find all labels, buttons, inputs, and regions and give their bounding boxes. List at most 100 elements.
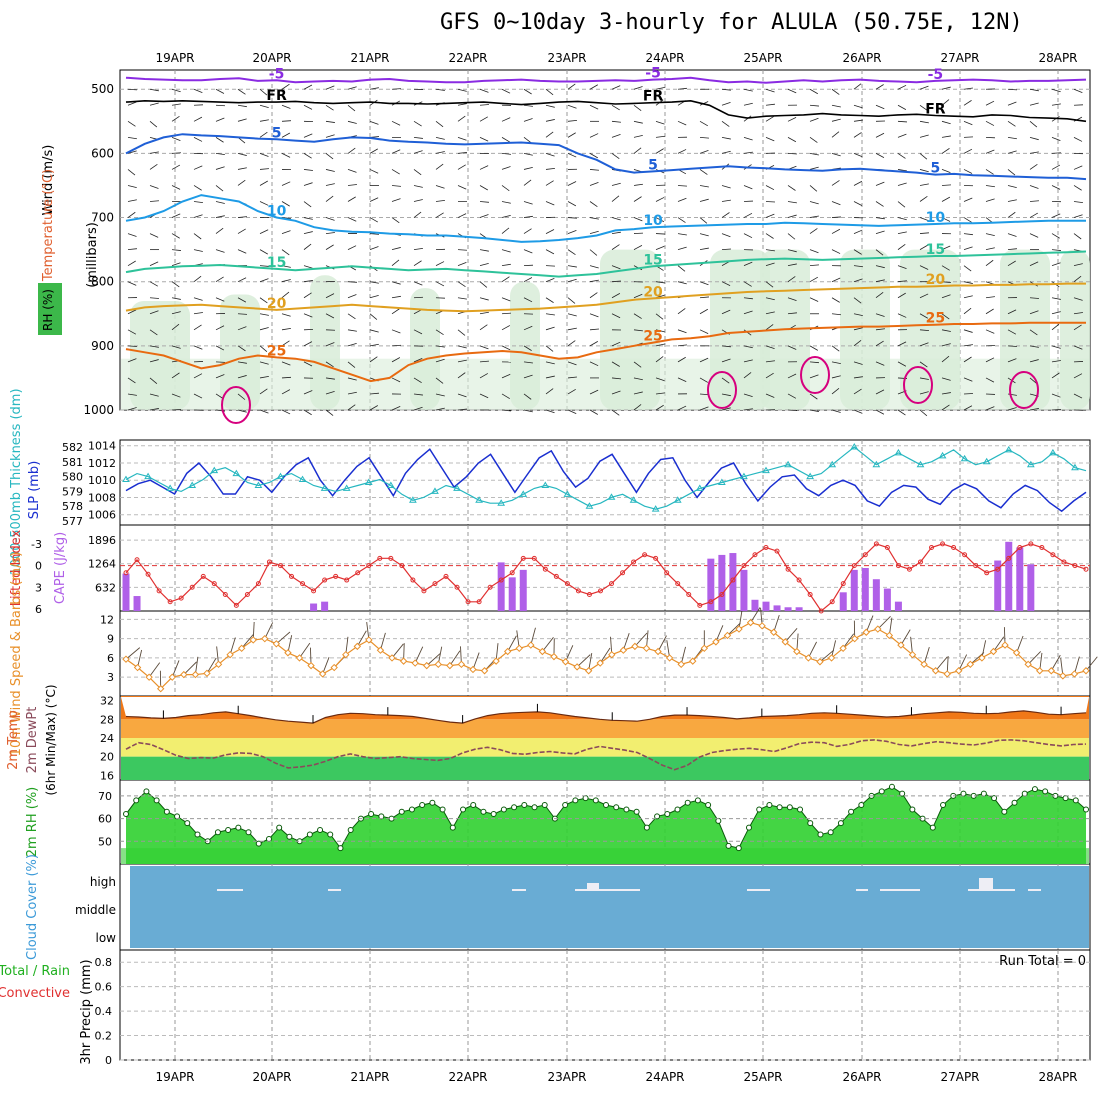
upper-wind-barb xyxy=(1008,137,1017,138)
rh-point xyxy=(634,809,639,814)
upper-wind-barb xyxy=(370,330,379,332)
cape-bar xyxy=(123,574,130,611)
upper-wind-barb xyxy=(282,105,290,108)
upper-wind-barb xyxy=(920,196,927,201)
upper-wind-barb xyxy=(722,200,731,201)
upper-wind-barb xyxy=(810,167,819,169)
upper-wind-barb xyxy=(876,105,884,109)
upper-wind-barb xyxy=(524,277,532,281)
cape-bar xyxy=(994,561,1001,611)
upper-wind-barb xyxy=(458,116,465,121)
upper-wind-barb xyxy=(348,121,357,123)
rh-point xyxy=(542,802,547,807)
upper-wind-barb xyxy=(854,132,862,137)
upper-wind-barb xyxy=(1052,234,1060,239)
rh-point xyxy=(583,796,588,801)
upper-wind-barb xyxy=(568,314,577,316)
upper-wind-barb xyxy=(766,137,774,141)
upper-wind-barb xyxy=(392,218,399,223)
upper-wind-barb xyxy=(414,199,423,201)
thickness-tick-label: 578 xyxy=(62,500,83,513)
rh-point xyxy=(828,830,833,835)
upper-wind-barb xyxy=(458,104,467,106)
upper-wind-barb xyxy=(1074,234,1081,239)
upper-wind-barb xyxy=(216,185,223,191)
upper-wind-barb xyxy=(876,153,884,157)
upper-wind-barb xyxy=(216,298,224,302)
upper-wind-barb xyxy=(722,137,731,139)
rh-point xyxy=(777,805,782,810)
upper-wind-barb xyxy=(480,202,489,203)
upper-wind-barb xyxy=(1074,202,1083,203)
cloud-tick-label: middle xyxy=(75,903,116,917)
lifted-tick-label: 6 xyxy=(35,603,42,616)
rh-point xyxy=(593,798,598,803)
upper-wind-barb xyxy=(370,149,378,154)
upper-wind-barb xyxy=(854,230,862,234)
upper-wind-barb xyxy=(766,234,774,239)
cape-bar xyxy=(509,577,516,611)
upper-wind-barb xyxy=(282,133,290,137)
upper-wind-barb xyxy=(304,134,312,138)
isotherm-label: 20 xyxy=(643,284,663,300)
upper-wind-barb xyxy=(458,330,465,336)
upper-wind-barb xyxy=(480,250,489,252)
upper-wind-barb xyxy=(370,218,378,223)
upper-wind-barb xyxy=(1030,201,1039,202)
wind-speed-marker xyxy=(667,655,673,661)
upper-wind-barb xyxy=(1052,263,1061,266)
upper-wind-barb xyxy=(392,185,401,186)
upper-wind-barb xyxy=(414,185,423,187)
upper-wind-barb xyxy=(128,185,137,187)
upper-wind-barb xyxy=(150,185,158,188)
isotherm-label: FR xyxy=(266,88,287,104)
upper-wind-barb xyxy=(260,230,268,234)
upper-wind-barb xyxy=(216,250,225,253)
upper-wind-barb xyxy=(788,117,796,121)
isotherm-label: 25 xyxy=(643,329,662,345)
upper-wind-barb xyxy=(128,212,135,217)
wind-tick-label: 6 xyxy=(107,652,114,665)
surface-wind-barb xyxy=(1086,657,1097,671)
run-total-label: Run Total = 0 xyxy=(999,954,1086,969)
upper-wind-barb xyxy=(282,410,290,414)
upper-wind-barb xyxy=(788,137,796,141)
rh-point xyxy=(859,802,864,807)
upper-wind-barb xyxy=(678,218,685,223)
upper-wind-barb xyxy=(150,282,158,287)
wind-speed-marker xyxy=(296,655,302,661)
upper-wind-barb xyxy=(370,247,378,250)
slp-tick-label: 1010 xyxy=(88,474,116,487)
temp-tick-label: 32 xyxy=(100,695,114,708)
upper-wind-barb xyxy=(348,330,357,331)
wind-speed-marker xyxy=(863,629,869,635)
upper-wind-barb xyxy=(150,234,158,238)
upper-wind-barb xyxy=(370,314,377,320)
wind-speed-marker xyxy=(944,671,950,677)
upper-wind-barb xyxy=(942,148,949,153)
rh-point xyxy=(420,802,425,807)
surface-wind-barb xyxy=(600,648,610,663)
upper-wind-barb xyxy=(986,309,994,314)
rh-point xyxy=(440,807,445,812)
date-label-top: 25APR xyxy=(743,51,782,65)
wind-speed-marker xyxy=(678,661,684,667)
upper-wind-barb xyxy=(810,89,818,94)
rh-point xyxy=(287,834,292,839)
upper-wind-barb xyxy=(128,234,137,237)
wind-speed-marker xyxy=(1060,673,1066,679)
upper-wind-barb xyxy=(260,169,269,170)
upper-wind-barb xyxy=(700,121,708,126)
cloud-segment xyxy=(217,889,243,891)
axis-label-temp2m: 2m Temp xyxy=(6,710,21,770)
upper-wind-barb xyxy=(986,297,995,298)
upper-wind-barb xyxy=(216,277,224,282)
upper-wind-barb xyxy=(744,234,752,238)
cape-bar xyxy=(1027,564,1034,611)
upper-wind-barb xyxy=(502,137,510,142)
upper-wind-barb xyxy=(260,105,269,107)
upper-wind-barb xyxy=(172,214,180,218)
isotherm-label: 15 xyxy=(926,242,945,258)
upper-wind-barb xyxy=(920,121,929,123)
